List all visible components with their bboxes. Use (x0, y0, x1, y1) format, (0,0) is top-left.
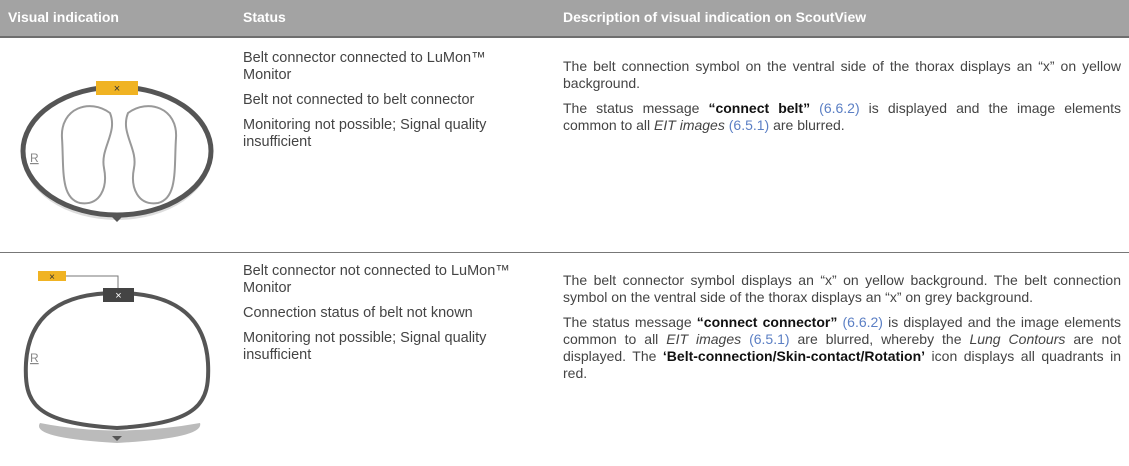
status-line: Monitoring not possible; Signal quality … (243, 117, 487, 150)
row-separator (0, 252, 1129, 253)
cross-reference[interactable]: (6.6.2) (842, 314, 883, 330)
description-paragraph: The belt connection symbol on the ventra… (563, 58, 1121, 92)
text-run: is displayed and the image elements comm… (563, 314, 1122, 347)
visual-indication: × R (20, 81, 214, 222)
belt-symbol (103, 288, 134, 302)
text-run: The status message (563, 100, 709, 116)
status-cell: Belt connector not connected to LuMon™ M… (243, 263, 533, 372)
marker (112, 217, 122, 222)
description-paragraph: The status message “connect connector” (… (563, 314, 1121, 382)
cable (66, 275, 119, 288)
header-cell: Status (243, 9, 286, 25)
description-cell: The belt connection symbol on the ventra… (563, 58, 1121, 142)
side-label: R (30, 351, 39, 365)
connector-symbol (96, 81, 138, 95)
connector-mark: × (49, 272, 55, 283)
description-paragraph: The status message “connect belt” (6.6.2… (563, 100, 1121, 134)
status-line: Connection status of belt not known (243, 305, 473, 321)
header-cell: Description of visual indication on Scou… (563, 9, 867, 25)
description-paragraph: The belt connector symbol displays an “x… (563, 272, 1121, 306)
table-row: × R Belt connector connected to LuMon™ M… (0, 38, 1129, 250)
text-run: The status message (563, 314, 697, 330)
status-line: Belt connector connected to LuMon™ Monit… (243, 50, 486, 83)
connector-mark: × (114, 83, 120, 95)
cross-reference[interactable]: (6.5.1) (728, 117, 770, 133)
text-run: icon displays all quadrants in red. (563, 348, 1121, 381)
lung (60, 105, 114, 205)
marker (112, 436, 122, 441)
text-run: “connect connector” (696, 314, 843, 330)
text-run: Lung Contours (969, 331, 1066, 347)
thorax (23, 290, 211, 431)
cross-reference[interactable]: (6.6.2) (819, 100, 860, 116)
text-run: The belt connector symbol displays an “x… (563, 272, 1121, 305)
text-run: are blurred, whereby the (789, 331, 970, 347)
side-label: R (30, 151, 39, 165)
status-line: Belt not connected to belt connector (243, 92, 475, 108)
text-run: EIT images (666, 331, 750, 347)
table-row: × × R Belt connector not connected to Lu… (0, 253, 1129, 466)
visual-indication: × × R (23, 271, 211, 443)
belt-mark: × (115, 290, 121, 302)
thorax (20, 84, 214, 218)
shadow (38, 423, 201, 443)
text-run: is displayed and the image elements comm… (563, 100, 1121, 133)
status-cell: Belt connector connected to LuMon™ Monit… (243, 50, 533, 159)
header-cell: Visual indication (8, 9, 119, 25)
connector-symbol (38, 271, 66, 281)
lung (124, 105, 178, 205)
text-run: ‘Belt-connection/Skin-contact/Rotation’ (662, 348, 926, 364)
status-line: Monitoring not possible; Signal quality … (243, 330, 487, 363)
table-header: Visual indication Status Description of … (0, 0, 1129, 38)
text-run: “connect belt” (708, 100, 820, 116)
cross-reference[interactable]: (6.5.1) (749, 331, 790, 347)
text-run: are blurred. (769, 117, 845, 133)
text-run: The belt connection symbol on the ventra… (563, 58, 1121, 91)
status-line: Belt connector not connected to LuMon™ M… (243, 263, 510, 296)
description-cell: The belt connector symbol displays an “x… (563, 272, 1121, 390)
text-run: EIT images (654, 117, 729, 133)
text-run: are not displayed. The (563, 331, 1121, 364)
